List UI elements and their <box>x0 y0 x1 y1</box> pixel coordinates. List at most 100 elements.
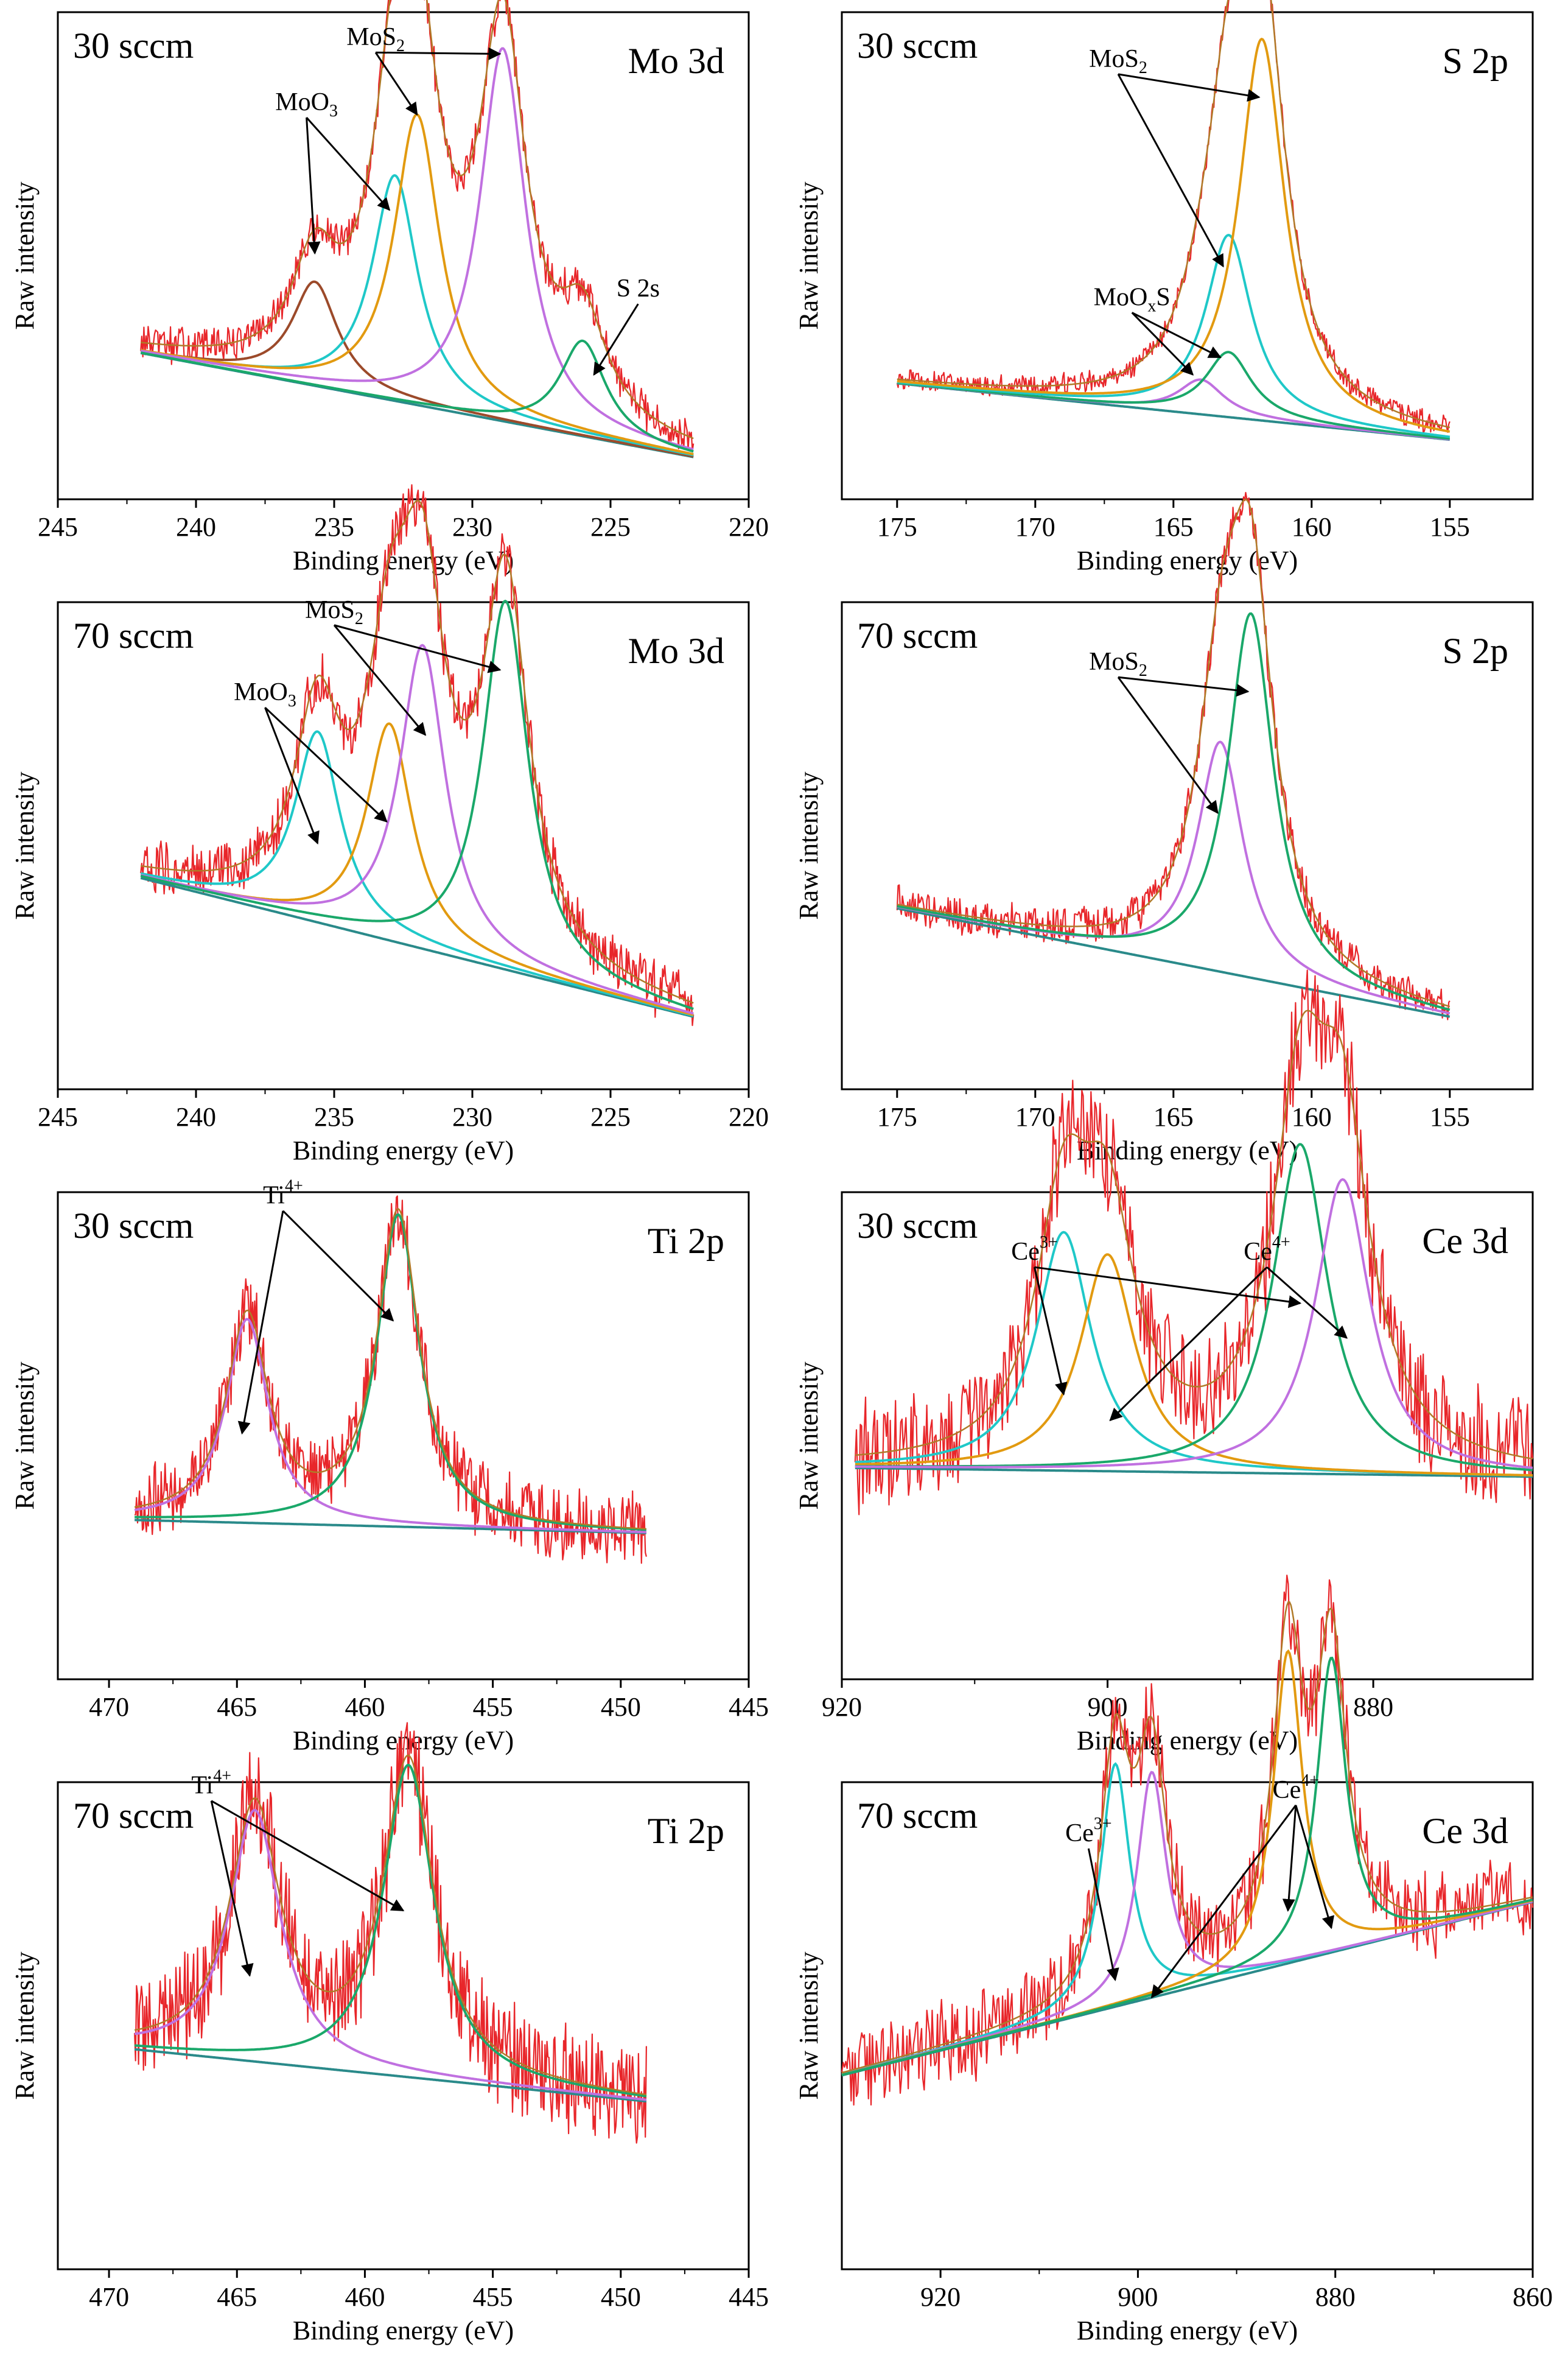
background-line <box>855 1467 1533 1478</box>
annotation-arrow <box>237 1210 284 1435</box>
x-axis-title: Binding energy (eV) <box>1077 1136 1298 1165</box>
x-axis-title: Binding energy (eV) <box>1077 2316 1298 2345</box>
x-tick-label: 225 <box>590 1102 631 1132</box>
fit-component-line <box>140 280 694 458</box>
condition-label: 30 sccm <box>857 26 978 66</box>
raw-data-line <box>854 969 1534 1515</box>
peak-annotation-label: S 2s <box>617 275 660 303</box>
x-tick-label: 170 <box>1015 512 1055 542</box>
x-tick-label: 240 <box>176 512 216 542</box>
x-tick-label: 450 <box>601 1692 641 1722</box>
x-tick-label: 220 <box>729 512 769 542</box>
x-tick-label: 460 <box>345 2282 385 2312</box>
envelope-line <box>141 500 694 1004</box>
background-line <box>135 1519 647 1534</box>
envelope-line <box>897 499 1451 1008</box>
fit-component-line <box>134 1808 647 2101</box>
x-tick-label: 160 <box>1292 512 1332 542</box>
raw-data-line <box>841 1575 1534 2106</box>
condition-label: 30 sccm <box>857 1206 978 1246</box>
axes-frame <box>57 1781 750 2270</box>
background-line <box>134 2048 647 2103</box>
y-axis-title: Raw intensity <box>794 771 824 919</box>
x-tick-label: 470 <box>89 1692 129 1722</box>
x-tick-label: 165 <box>1153 1102 1194 1132</box>
chart-title: Mo 3d <box>628 631 724 671</box>
annotation-arrow <box>1034 1266 1302 1308</box>
axes-frame <box>841 1191 1534 1680</box>
raw-data-line <box>134 1195 647 1564</box>
x-tick-label: 465 <box>217 1692 257 1722</box>
annotation-arrow <box>1132 312 1222 359</box>
chart-title: Ti 2p <box>648 1221 724 1261</box>
background-line <box>140 877 694 1018</box>
x-tick-label: 470 <box>89 2282 129 2312</box>
fit-component-line <box>134 1763 647 2098</box>
condition-label: 70 sccm <box>73 616 194 656</box>
x-tick-label: 235 <box>314 512 354 542</box>
y-axis-title: Raw intensity <box>10 1951 40 2099</box>
annotation-arrow <box>1087 1848 1119 1981</box>
x-tick-label: 245 <box>38 1102 78 1132</box>
peak-annotation-label: MoS2 <box>1089 648 1147 680</box>
fit-component-line <box>140 644 694 1015</box>
x-tick-label: 230 <box>452 1102 492 1132</box>
x-tick-label: 860 <box>1513 2282 1553 2312</box>
fit-component-line <box>134 1318 647 1534</box>
annotation-arrow <box>334 624 502 673</box>
fit-component-line <box>140 599 694 1010</box>
panel-ce3d-70: 920 900 880 860 Binding energy (eV) Raw inten… <box>794 1575 1553 2345</box>
raw-data-line <box>896 491 1451 1020</box>
x-axis-title: Binding energy (eV) <box>293 2316 514 2345</box>
peak-annotation-label: MoO3 <box>275 88 338 121</box>
x-tick-label: 230 <box>452 512 492 542</box>
x-tick-label: 445 <box>729 1692 769 1722</box>
fit-component-line <box>855 1253 1533 1477</box>
annotation-arrow <box>264 706 388 823</box>
panel-s2p-30: 175 170 165 160 155 Binding energy (eV) Raw in… <box>794 0 1534 575</box>
fit-component-line <box>897 37 1451 433</box>
axes-frame <box>841 1781 1534 2270</box>
fit-component-line <box>841 1656 1533 2076</box>
fit-component-line <box>140 174 694 457</box>
raw-data-line <box>140 0 695 452</box>
x-axis-title: Binding energy (eV) <box>1077 546 1298 575</box>
condition-label: 30 sccm <box>73 26 194 66</box>
x-axis-title: Binding energy (eV) <box>293 1136 514 1165</box>
raw-data-line <box>140 484 695 1027</box>
fit-component-line <box>897 612 1451 1011</box>
annotation-arrow <box>374 52 418 116</box>
x-tick-label: 900 <box>1088 1692 1128 1722</box>
chart-title: Mo 3d <box>628 41 724 81</box>
panel-mo3d-70: 245 240 235 230 225 220 Binding energy (eV) Raw… <box>10 484 769 1165</box>
fit-component-line <box>897 234 1451 438</box>
x-tick-label: 165 <box>1153 512 1194 542</box>
annotation-arrow <box>264 707 320 845</box>
x-tick-label: 450 <box>601 2282 641 2312</box>
annotation-arrow <box>1118 676 1250 697</box>
x-tick-label: 235 <box>314 1102 354 1132</box>
x-tick-label: 900 <box>1118 2282 1158 2312</box>
annotation-arrow <box>1117 676 1219 814</box>
x-tick-label: 920 <box>920 2282 961 2312</box>
y-axis-title: Raw intensity <box>10 1361 40 1509</box>
x-tick-label: 455 <box>473 1692 513 1722</box>
x-tick-label: 920 <box>822 1692 862 1722</box>
condition-label: 30 sccm <box>73 1206 194 1246</box>
annotation-arrow <box>376 47 502 60</box>
x-tick-label: 220 <box>729 1102 769 1132</box>
annotation-arrow <box>1295 1805 1335 1930</box>
y-axis-title: Raw intensity <box>794 181 824 329</box>
peak-annotation-label: MoS2 <box>346 23 405 55</box>
envelope-line <box>841 1601 1533 2074</box>
chart-title: Ce 3d <box>1422 1811 1508 1851</box>
panel-mo3d-30: 245 240 235 230 225 220 Binding energy (eV) Raw… <box>10 0 769 575</box>
fit-component-line <box>855 1178 1533 1469</box>
x-tick-label: 155 <box>1430 1102 1470 1132</box>
condition-label: 70 sccm <box>857 616 978 656</box>
chart-title: Ce 3d <box>1422 1221 1508 1261</box>
y-axis-title: Raw intensity <box>794 1361 824 1509</box>
x-tick-label: 465 <box>217 2282 257 2312</box>
x-tick-label: 240 <box>176 1102 216 1132</box>
peak-annotation-label: MoS2 <box>1089 45 1147 77</box>
